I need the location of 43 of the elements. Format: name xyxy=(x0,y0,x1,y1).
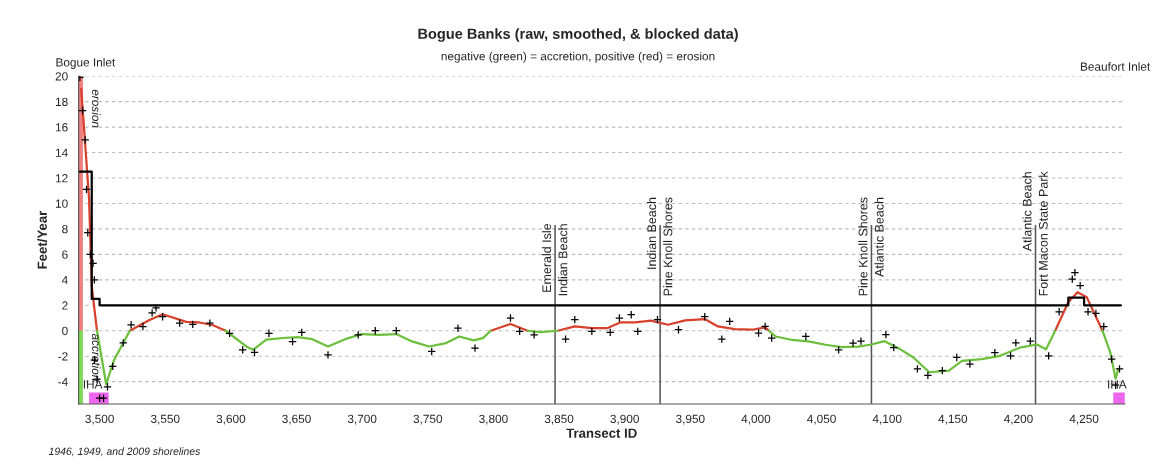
x-tick-label: 4,250 xyxy=(1069,414,1099,425)
y-tick-label: 10 xyxy=(55,199,68,208)
x-tick-label: 4,050 xyxy=(807,414,836,425)
x-tick-label: 3,550 xyxy=(150,414,180,425)
x-tick-label: 3,850 xyxy=(544,414,574,425)
x-tick-label: 4,150 xyxy=(938,414,968,425)
x-tick-label: 3,700 xyxy=(347,414,377,425)
chart-title: Bogue Banks (raw, smoothed, & blocked data) xyxy=(418,28,738,42)
y-tick-label: 18 xyxy=(55,97,68,107)
x-tick-label: 3,500 xyxy=(85,414,114,425)
y-tick-label: 12 xyxy=(55,174,68,183)
x-tick-label: 4,200 xyxy=(1003,414,1033,425)
y-tick-label: 14 xyxy=(55,148,68,157)
annotation: accretion xyxy=(91,333,101,381)
y-tick-label: 6 xyxy=(62,250,68,259)
x-tick-label: 3,800 xyxy=(479,414,508,425)
y-tick-label: -2 xyxy=(58,352,68,361)
x-tick-label: 4,000 xyxy=(741,414,771,425)
annotation: erosion xyxy=(91,89,101,128)
text: Beaufort Inlet xyxy=(1080,62,1151,71)
x-tick-label: 3,750 xyxy=(413,414,443,425)
x-tick-label: 3,950 xyxy=(675,414,705,425)
ref-line-label: Atlantic Beach Fort Macon State Park xyxy=(1022,171,1048,296)
ref-line-label: Indian Beach Pine Knoll Shores xyxy=(646,197,673,296)
chart-subtitle: negative (green) = accretion, positive (red) = erosion xyxy=(441,51,715,63)
y-tick-label: 20 xyxy=(55,72,68,81)
x-tick-label: 3,650 xyxy=(282,414,311,425)
ref-line-label: Pine Knoll Shores Atlantic Beach xyxy=(858,197,884,296)
y-tick-label: -4 xyxy=(58,377,68,386)
x-axis-title: Transect ID xyxy=(566,428,637,438)
text: 1946, 1949, and 2009 shorelines xyxy=(48,447,201,457)
y-tick-label: 2 xyxy=(62,301,68,310)
annotation: IHA xyxy=(83,380,103,389)
x-tick-label: 3,900 xyxy=(610,414,639,425)
text: Bogue Inlet xyxy=(56,57,116,69)
y-axis-title: Feet/Year xyxy=(37,210,48,269)
y-tick-label: 8 xyxy=(62,224,68,234)
x-tick-label: 3,600 xyxy=(216,414,246,425)
y-tick-label: 4 xyxy=(61,275,68,285)
y-tick-label: 0 xyxy=(62,326,68,336)
y-tick-label: 16 xyxy=(55,123,68,132)
x-tick-label: 4,100 xyxy=(872,414,902,425)
ref-line-label: Emerald Isle Indian Beach xyxy=(541,223,568,296)
